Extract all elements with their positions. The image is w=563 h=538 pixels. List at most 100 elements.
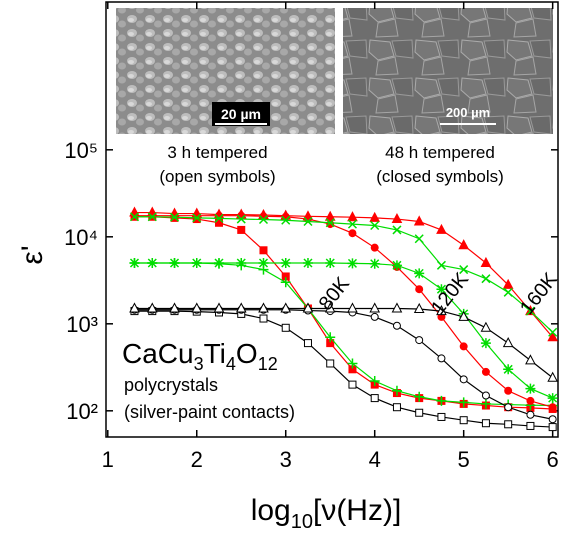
data-point: [526, 396, 535, 405]
data-point: [325, 332, 336, 343]
data-point: [548, 423, 557, 432]
data-point: [347, 219, 357, 229]
inset-image: [343, 8, 553, 134]
data-point: [413, 215, 425, 226]
x-axis-label: log10[ν(Hz)]: [251, 494, 402, 533]
data-point: [370, 394, 379, 403]
formula-part: 4: [226, 354, 236, 374]
data-point: [213, 302, 225, 313]
data-point: [347, 302, 358, 313]
data-point: [348, 380, 357, 389]
data-point: [459, 375, 468, 384]
data-point: [436, 284, 447, 295]
data-point: [415, 336, 424, 345]
data-point: [481, 274, 491, 284]
data-point: [302, 302, 314, 313]
data-point: [391, 260, 402, 271]
data-point: [502, 278, 514, 289]
data-point: [459, 265, 469, 275]
y-tick-label: 10⁵: [64, 138, 98, 163]
data-point: [169, 302, 180, 313]
data-point: [325, 258, 336, 268]
data-point: [436, 305, 447, 316]
data-point: [459, 342, 468, 351]
data-point: [459, 416, 468, 425]
inset-caption: 48 h tempered: [385, 143, 495, 162]
x-tick-label: 1: [102, 447, 114, 472]
data-point: [280, 258, 291, 268]
x-label-part: log: [251, 494, 291, 527]
data-point: [414, 391, 425, 402]
data-point: [392, 403, 401, 412]
x-tick-label: 5: [458, 447, 470, 472]
data-point: [324, 302, 336, 313]
data-point: [547, 331, 558, 342]
data-point: [458, 239, 470, 250]
data-point: [526, 421, 535, 430]
data-point: [370, 243, 379, 252]
formula-part: CaCu: [122, 338, 194, 369]
data-point: [436, 395, 447, 406]
x-tick-label: 6: [547, 447, 559, 472]
data-point: [302, 210, 314, 221]
data-point: [481, 391, 490, 400]
formula: CaCu3Ti4O12: [122, 338, 278, 374]
formula-part: 3: [194, 354, 204, 374]
data-point: [258, 214, 269, 225]
formula-part: O: [236, 338, 258, 369]
data-point: [169, 212, 180, 222]
data-point: [347, 258, 358, 269]
data-point: [502, 337, 514, 348]
data-point: [259, 314, 268, 323]
x-label-part: 10: [291, 511, 313, 533]
data-point: [391, 385, 402, 396]
x-label-part: [ν(Hz)]: [313, 494, 401, 527]
data-point: [504, 403, 513, 412]
data-point: [415, 408, 424, 417]
annotation: 160K: [516, 268, 562, 319]
data-point: [191, 302, 203, 313]
data-point: [259, 246, 268, 255]
y-tick-label: 10³: [66, 312, 98, 337]
data-point: [503, 364, 514, 375]
data-point: [236, 258, 247, 268]
x-tick-label: 2: [191, 447, 203, 472]
data-point: [129, 206, 140, 217]
data-point: [258, 302, 269, 313]
data-point: [347, 211, 358, 222]
data-point: [280, 302, 292, 313]
data-point: [369, 258, 380, 269]
data-point: [437, 354, 446, 363]
data-point: [324, 210, 336, 221]
data-point: [237, 225, 246, 234]
data-point: [547, 393, 558, 404]
data-point: [480, 398, 491, 409]
inset-caption: 3 h tempered: [167, 143, 267, 162]
x-tick-label: 4: [369, 447, 381, 472]
data-point: [281, 215, 291, 225]
data-point: [548, 403, 557, 412]
data-point: [348, 229, 357, 238]
data-point: [413, 302, 425, 313]
data-point: [458, 310, 470, 321]
y-axis-label: ε': [16, 245, 49, 264]
data-point: [235, 302, 247, 313]
data-point: [129, 258, 140, 268]
data-point: [480, 321, 492, 332]
inset-caption: (closed symbols): [376, 167, 504, 186]
data-point: [480, 256, 492, 267]
data-point: [370, 312, 379, 321]
data-point: [146, 206, 158, 217]
data-point: [392, 225, 402, 235]
data-line: [134, 216, 554, 333]
data-point: [481, 367, 490, 376]
data-point: [191, 258, 202, 268]
data-point: [303, 216, 313, 227]
data-point: [526, 410, 535, 419]
scale-bar-label: 200 µm: [446, 105, 490, 120]
data-line: [134, 307, 554, 379]
data-point: [391, 212, 403, 224]
data-point: [129, 302, 140, 313]
data-point: [325, 218, 335, 228]
